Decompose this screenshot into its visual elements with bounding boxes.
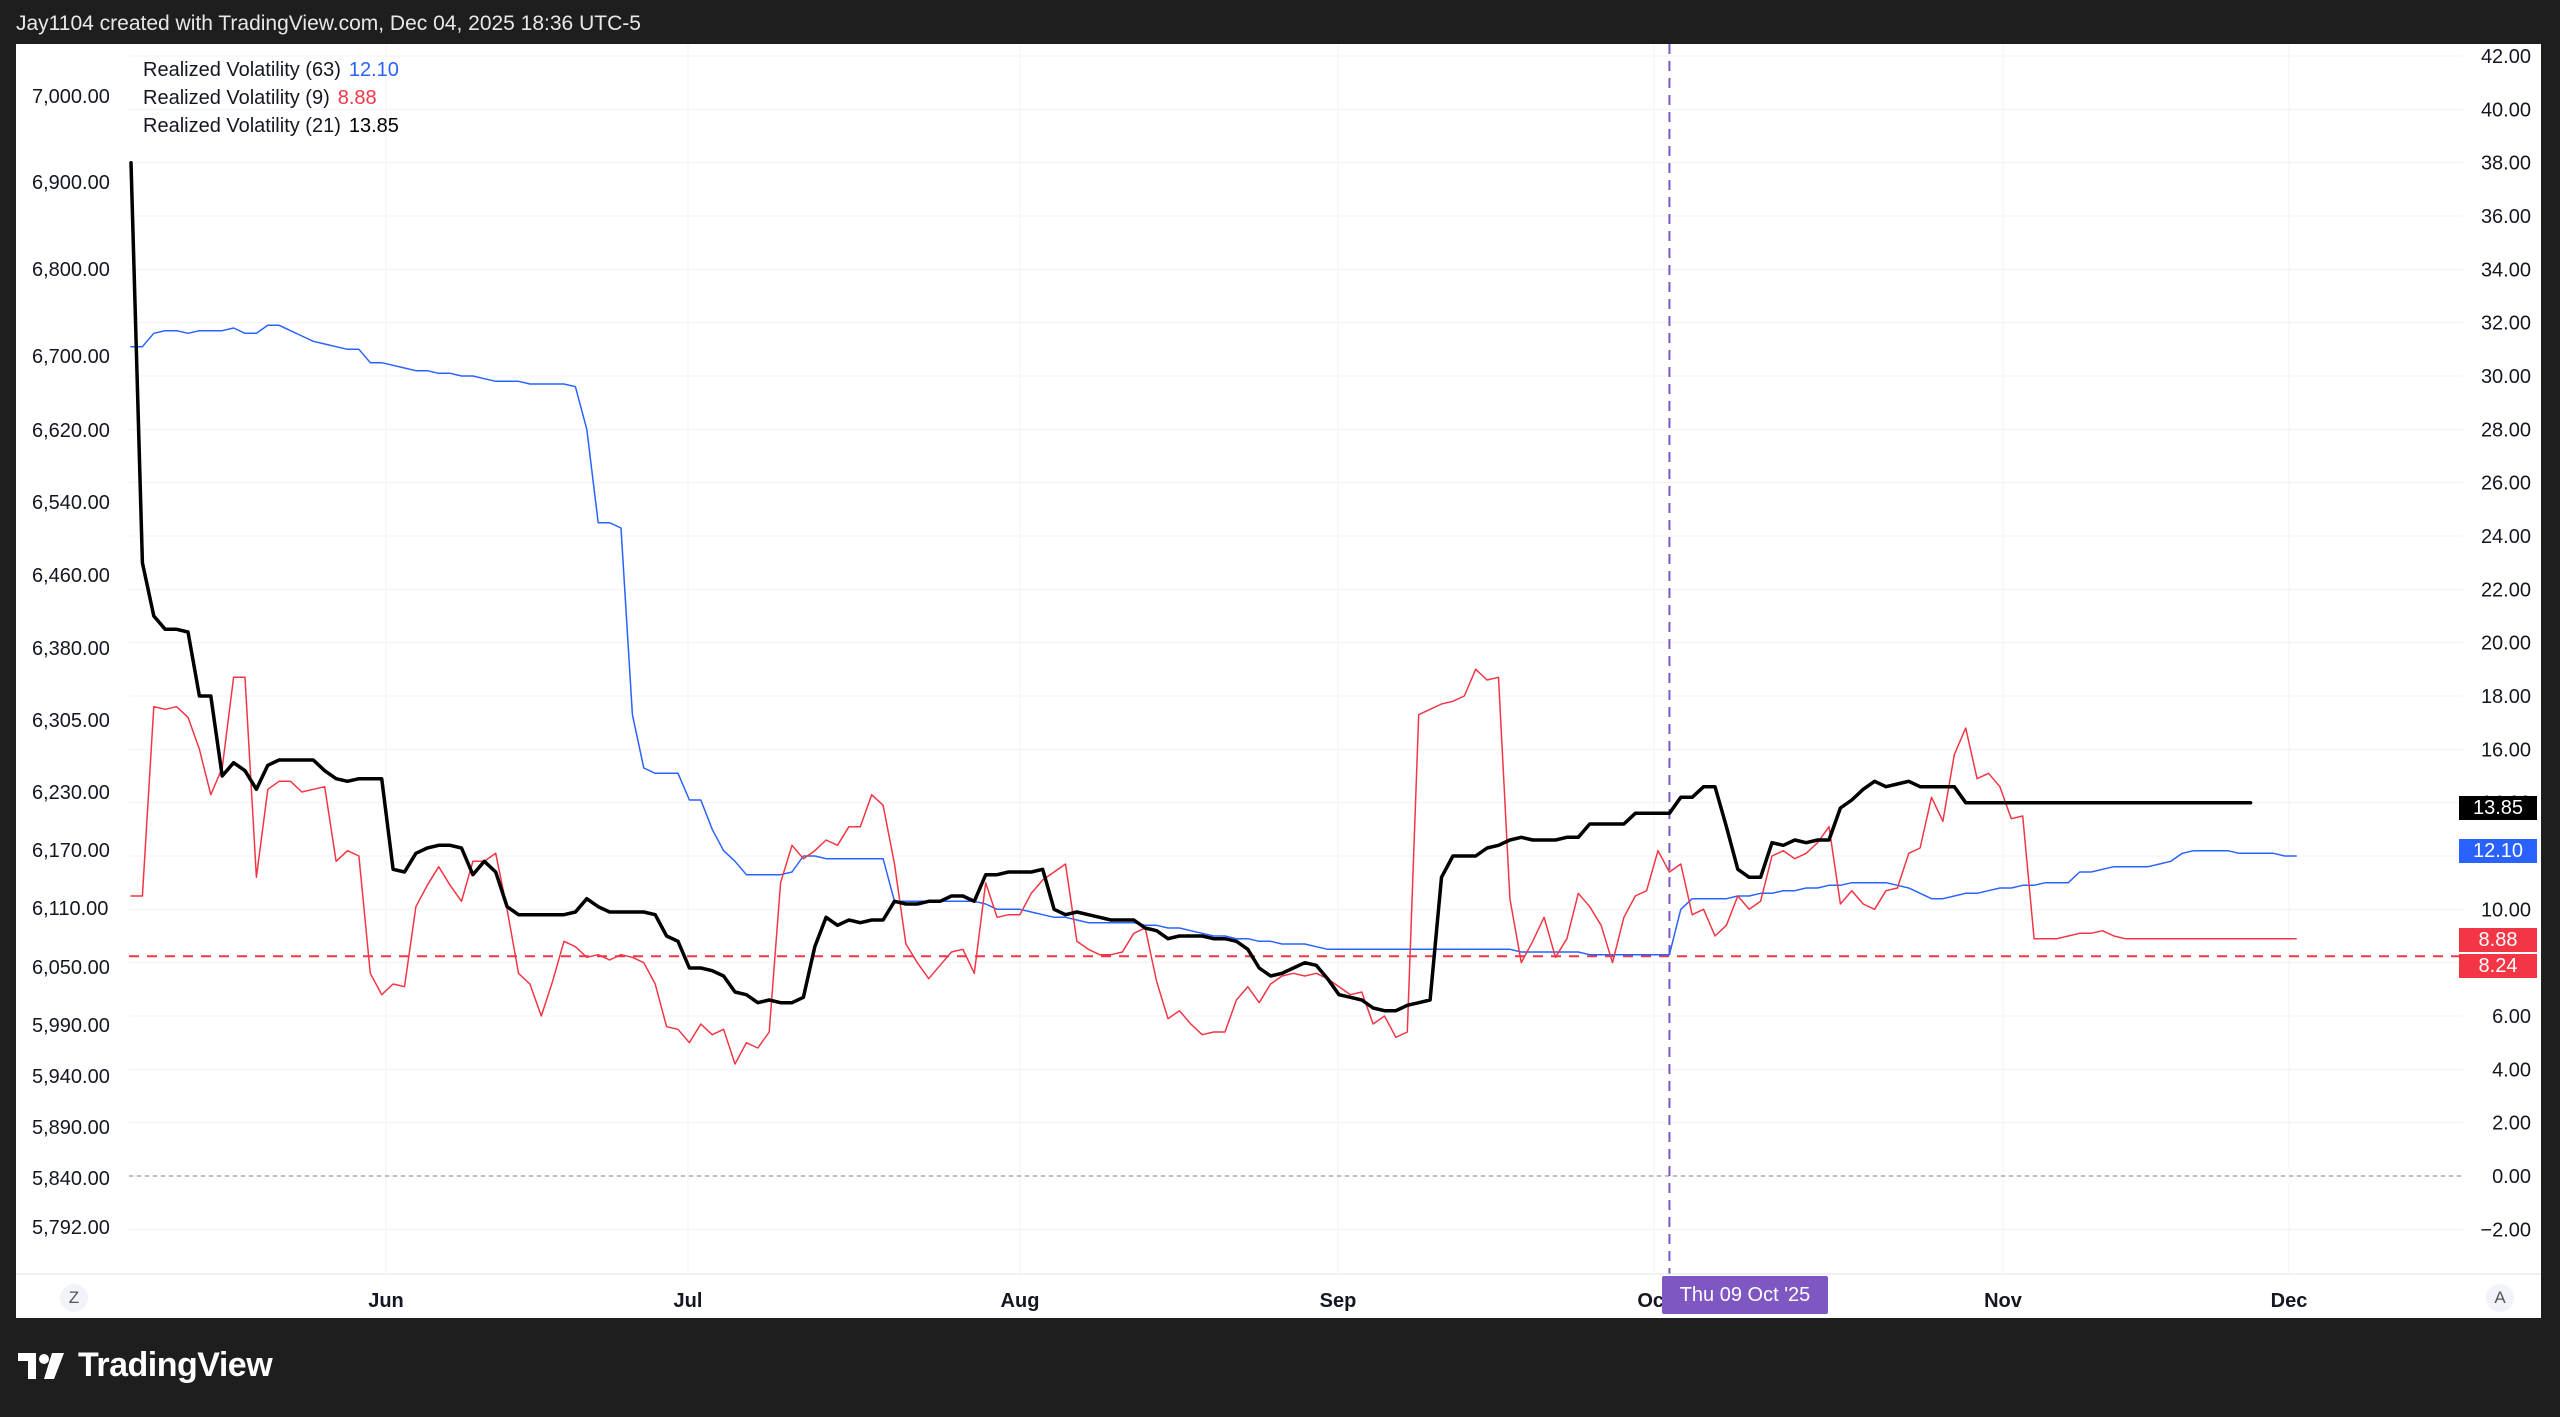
left-axis-tick-label: 6,460.00 [32, 565, 110, 587]
right-axis-tick-label: 40.00 [2481, 99, 2531, 121]
left-axis-tick-label: 6,700.00 [32, 346, 110, 368]
price-tag-rv9: 8.88 [2459, 928, 2537, 952]
left-axis-tick-label: 6,800.00 [32, 259, 110, 281]
left-axis-tick-label: 6,540.00 [32, 492, 110, 514]
right-axis-tick-label: 4.00 [2492, 1059, 2531, 1081]
tradingview-logo[interactable]: TradingView [18, 1346, 273, 1385]
legend-item-rv9[interactable]: Realized Volatility (9) 8.88 [143, 84, 399, 112]
left-axis-tick-label: 6,380.00 [32, 638, 110, 660]
auto-scale-button[interactable]: A [2486, 1284, 2514, 1312]
left-axis-tick-label: 6,170.00 [32, 840, 110, 862]
zoom-button[interactable]: Z [60, 1284, 88, 1312]
left-axis-tick-label: 6,620.00 [32, 420, 110, 442]
left-axis-tick-label: 6,305.00 [32, 710, 110, 732]
footer: TradingView [0, 1318, 2560, 1417]
series-line-1 [130, 668, 2297, 1065]
right-axis-tick-label: 38.00 [2481, 153, 2531, 175]
legend-label: Realized Volatility (21) [143, 115, 341, 137]
right-axis-tick-label: 26.00 [2481, 473, 2531, 495]
right-axis-tick-label: 24.00 [2481, 526, 2531, 548]
legend-value: 8.88 [337, 87, 377, 109]
left-axis-tick-label: 5,792.00 [32, 1217, 110, 1239]
series-line-2 [129, 160, 2253, 1013]
legend-label: Realized Volatility (63) [143, 59, 341, 81]
attribution-bar: Jay1104 created with TradingView.com, De… [0, 0, 2560, 44]
right-axis-tick-label: 28.00 [2481, 419, 2531, 441]
right-axis-tick-label: 22.00 [2481, 579, 2531, 601]
legend-value: 12.10 [348, 59, 399, 81]
price-tag-rv21: 13.85 [2459, 796, 2537, 820]
price-tag-rv63: 12.10 [2459, 839, 2537, 863]
x-axis-tick-label: Dec [2271, 1290, 2308, 1312]
right-axis-tick-label: 2.00 [2492, 1113, 2531, 1135]
zoom-button-label: Z [68, 1288, 80, 1307]
attribution-text: Jay1104 created with TradingView.com, De… [16, 12, 641, 35]
legend-value: 13.85 [348, 115, 399, 137]
right-axis-tick-label: 10.00 [2481, 899, 2531, 921]
left-axis-tick-label: 5,890.00 [32, 1117, 110, 1139]
left-axis-tick-label: 6,110.00 [32, 898, 108, 920]
x-axis-tick-label: Nov [1984, 1290, 2023, 1312]
legend-item-rv63[interactable]: Realized Volatility (63) 12.10 [143, 56, 399, 84]
x-axis-tick-label: Sep [1320, 1290, 1357, 1312]
legend-item-rv21[interactable]: Realized Volatility (21) 13.85 [143, 112, 399, 140]
right-axis-tick-label: 0.00 [2492, 1166, 2531, 1188]
x-axis-tick-label: Jul [674, 1290, 703, 1312]
right-axis-tick-label: −2.00 [2480, 1219, 2531, 1241]
left-axis-tick-label: 6,050.00 [32, 957, 110, 979]
crosshair-date-label: Thu 09 Oct '25 [1662, 1276, 1828, 1314]
right-axis-tick-label: 36.00 [2481, 206, 2531, 228]
right-axis-tick-label: 6.00 [2492, 1006, 2531, 1028]
chart-frame[interactable]: 42.00 40.00 38.00 36.00 34.00 32.00 30.00 28.00… [16, 44, 2541, 1318]
right-axis-tick-label: 18.00 [2481, 686, 2531, 708]
right-axis-tick-label: 42.00 [2481, 46, 2531, 68]
right-axis-tick-label: 34.00 [2481, 259, 2531, 281]
auto-scale-button-label: A [2494, 1288, 2506, 1307]
tradingview-logo-text: TradingView [78, 1346, 273, 1384]
left-axis-tick-label: 7,000.00 [32, 86, 110, 108]
right-axis-tick-label: 20.00 [2481, 633, 2531, 655]
right-axis-tick-label: 32.00 [2481, 313, 2531, 335]
left-axis-tick-label: 6,900.00 [32, 172, 110, 194]
right-axis-tick-label: 16.00 [2481, 739, 2531, 761]
series-line-0 [130, 324, 2297, 956]
chart-canvas[interactable]: 42.00 40.00 38.00 36.00 34.00 32.00 30.00 28.00… [16, 44, 2541, 1318]
legend-label: Realized Volatility (9) [143, 87, 330, 109]
left-axis-tick-label: 6,230.00 [32, 782, 110, 804]
left-axis-tick-label: 5,990.00 [32, 1015, 110, 1037]
price-tag-reference: 8.24 [2459, 954, 2537, 978]
right-axis-tick-label: 30.00 [2481, 366, 2531, 388]
left-axis-tick-label: 5,840.00 [32, 1168, 110, 1190]
x-axis-tick-label: Jun [368, 1290, 404, 1312]
left-axis-tick-label: 5,940.00 [32, 1066, 110, 1088]
tradingview-logo-icon [18, 1352, 64, 1379]
x-axis-tick-label: Aug [1001, 1290, 1040, 1312]
legend: Realized Volatility (63) 12.10 Realized V… [143, 56, 399, 140]
